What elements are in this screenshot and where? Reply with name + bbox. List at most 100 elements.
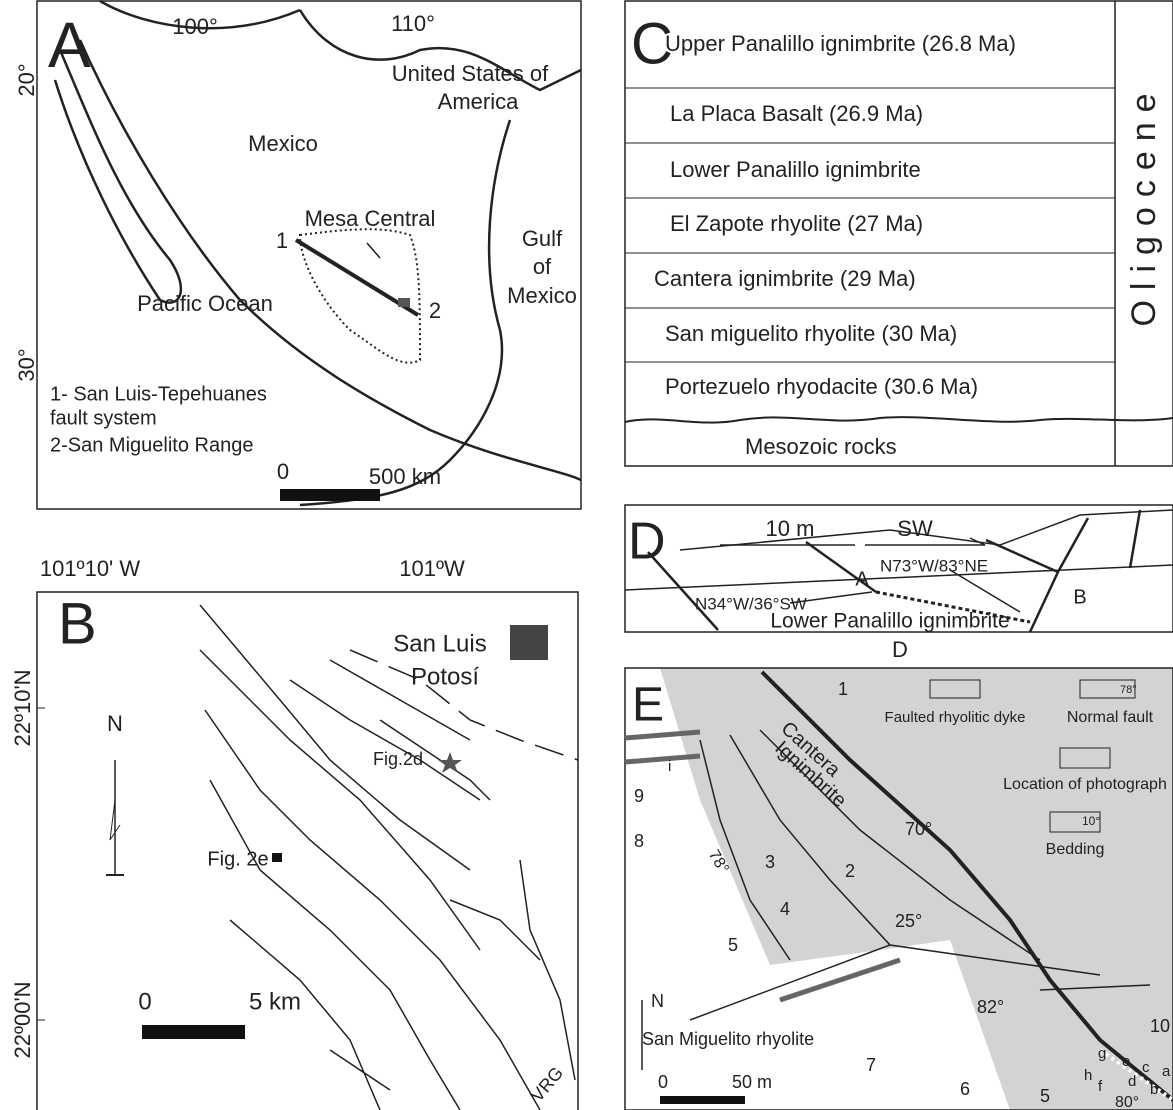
legend-text: Normal fault [1067,709,1154,726]
fault-label: B [1073,586,1086,608]
scale-label: 10 m [766,516,815,541]
figure: A 100° 110° 20° 30° United States of Ame… [0,0,1173,1110]
legend-text: Faulted rhyolitic dyke [885,709,1026,726]
lat-label: 30° [14,348,39,381]
panel-label: E [632,679,664,732]
direction-label: SW [897,516,933,541]
lon-label: 100° [172,14,218,39]
point-label: 1 [276,228,288,253]
unit-number: 6 [960,1079,970,1099]
unit-label: Mesozoic rocks [745,434,897,459]
scale-label: 0 [138,988,151,1015]
unit-label: Upper Panalillo ignimbrite (26.8 Ma) [665,31,1016,56]
legend-text: 78° [1120,684,1137,696]
panel-frame [37,592,578,1110]
unit-label: San Miguelito rhyolite [642,1029,814,1049]
scale-label: 50 m [732,1072,772,1092]
legend-text: Location of photograph [1003,776,1167,793]
panel-label: D [628,513,666,571]
caption: D [892,637,908,662]
legend-text: Bedding [1046,841,1105,858]
site-label: a [1162,1063,1171,1080]
lat-label: 22º00'N [10,981,35,1058]
city-marker [510,625,548,660]
site-marker [272,853,282,862]
scale-label: 0 [658,1072,668,1092]
unit-label: San miguelito rhyolite (30 Ma) [665,321,957,346]
unit-number: 7 [866,1055,876,1075]
country-label: Mexico [248,131,318,156]
scale-label: 500 km [369,464,441,489]
lat-label: 22º10'N [10,669,35,746]
site-label: i [668,758,671,775]
unit-number: 5 [1040,1086,1050,1106]
city-label: Potosí [411,663,479,690]
sea-label: Mexico [507,283,577,308]
unit-number: 8 [634,831,644,851]
angle-label: 82° [977,997,1004,1017]
unit-number: 1 [838,679,848,699]
site-label: c [1142,1059,1150,1076]
legend-text: 1- San Luis-Tepehuanes [50,383,267,405]
unit-number: 4 [780,899,790,919]
scale-bar [142,1025,245,1039]
panel-label: B [58,591,97,656]
site-label: h [1084,1067,1092,1084]
angle-label: 80° [1115,1094,1139,1110]
unit-label: La Placa Basalt (26.9 Ma) [670,101,923,126]
arrow [367,243,380,258]
unit-number: 5 [728,935,738,955]
structure-label: VRG [527,1063,567,1106]
mesa-central-outline [300,229,420,362]
site-label: b [1150,1081,1158,1098]
north-label: N [107,711,123,736]
panel-b: 101º10' W 101ºW 22º10'N 22º00'N B N San … [10,556,578,1110]
site-label: d [1128,1073,1136,1090]
point-label: 2 [429,298,441,323]
lon-label: 101ºW [399,556,465,581]
sea-label: Gulf [522,226,563,251]
scale-label: 0 [277,459,289,484]
angle-label: 25° [895,911,922,931]
attitude-label: N73°W/83°NE [880,556,988,575]
site-label: g [1098,1045,1106,1062]
sea-label: Pacific Ocean [137,291,273,316]
unit-number: 10 [1150,1016,1170,1036]
angle-label: 70° [905,819,932,839]
epoch-label: Oligocene [1125,83,1163,326]
unit-number: 3 [765,852,775,872]
panel-a: A 100° 110° 20° 30° United States of Ame… [14,1,581,509]
fault-label: A [855,568,869,590]
unit-label: Portezuelo rhyodacite (30.6 Ma) [665,374,978,399]
lat-label: 20° [14,63,39,96]
sea-label: of [533,254,552,279]
legend-text: 10° [1082,814,1100,828]
legend-text: fault system [50,407,157,429]
north-label: N [651,991,664,1011]
site-label: Fig.2d [373,749,423,769]
legend-text: 2-San Miguelito Range [50,434,253,456]
unit-number: 2 [845,861,855,881]
unit-label: Lower Panalillo ignimbrite [770,610,1009,633]
panel-e: E Cantera Ignimbrite San Miguelito rhyol… [625,668,1173,1110]
site-label: Fig. 2e [207,848,268,870]
panel-c: C Upper Panalillo ignimbrite (26.8 Ma) L… [625,1,1173,466]
unconformity [625,417,1173,422]
panel-label: A [48,9,91,81]
city-label: San Luis [393,630,486,657]
scale-bar [280,489,380,501]
panel-d: D 10 m SW A B N73°W/83°NE N34°W/36°SW Lo… [625,505,1173,662]
range-marker [398,298,410,307]
lon-label: 110° [391,11,435,36]
site-label: e [1122,1053,1130,1070]
unit-number: 9 [634,786,644,806]
country-label: United States of [392,61,549,86]
country-label: America [438,89,519,114]
scale-label: 5 km [249,988,301,1015]
unit-label: Cantera ignimbrite (29 Ma) [654,266,916,291]
arrow [950,570,1020,612]
site-star [438,752,462,773]
unit-label: El Zapote rhyolite (27 Ma) [670,211,923,236]
region-label: Mesa Central [305,206,436,231]
lon-label: 101º10' W [40,556,141,581]
